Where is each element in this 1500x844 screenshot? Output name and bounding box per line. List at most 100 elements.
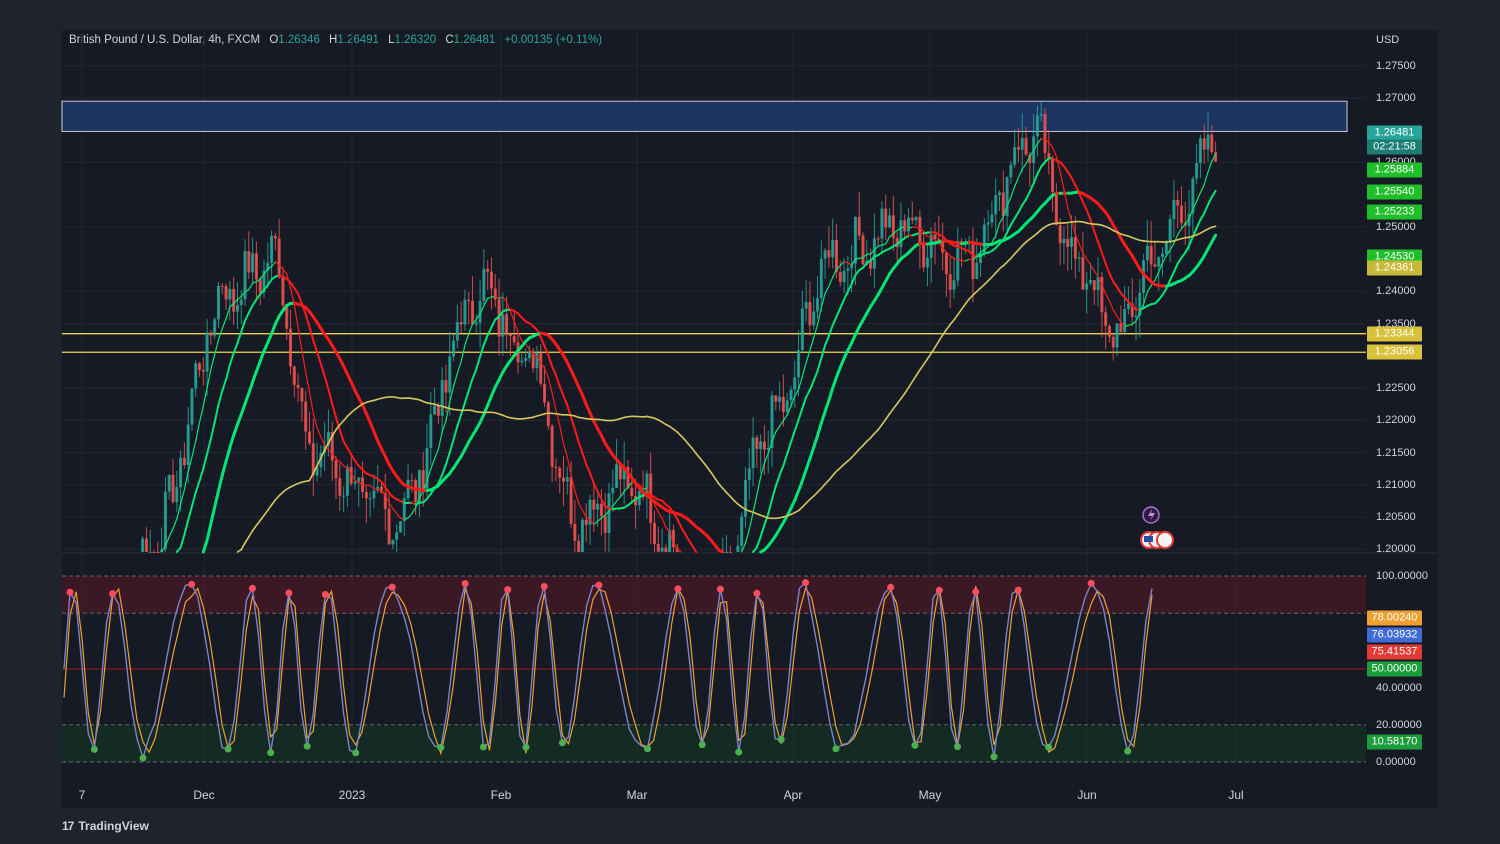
candle-body [417,470,421,502]
candle-body [588,499,592,525]
candle-body [1013,147,1017,165]
ma-fast-segment [1207,160,1213,173]
ma-fast-segment [1120,321,1126,328]
lightning-bolt-icon [1148,509,1155,521]
ma-long-segment [320,449,326,459]
candle-body [554,466,558,469]
candle-body [785,400,789,412]
candle-body [781,396,785,412]
ma-long-segment [930,346,936,355]
ma-fast-segment [217,328,223,341]
ma-fast-segment [1165,249,1171,257]
candle-body [471,300,475,325]
ma-fast-segment [627,481,633,489]
oscillator-peak-dot [716,585,724,593]
ma-fast-segment [1146,285,1152,293]
ma-long-segment [945,323,952,331]
ma-medium-segment [1032,173,1039,185]
close-value: 1.26481 [453,34,496,46]
candle-body [474,322,478,325]
ma-fast-segment [471,318,477,325]
candle-body [1153,264,1157,267]
oscillator-tick-label: 20.00000 [1376,718,1422,731]
ma-long-segment [244,536,250,544]
ma-medium-segment [1108,272,1115,283]
ma-slow-segment [216,473,224,493]
ma-fast-segment [782,414,788,422]
ma-long-segment [964,298,970,305]
ma-medium-segment [577,441,584,454]
ma-fast-segment [1067,207,1073,221]
candle-body [1070,237,1074,247]
ma-long-segment [680,434,686,441]
candle-body [546,402,550,426]
candle-body [368,498,372,500]
tradingview-branding[interactable]: 17 TradingView [62,819,149,833]
ma-medium-segment [786,441,792,455]
ma-long-segment [1036,228,1042,234]
oscillator-peak-dot [1014,586,1022,594]
ma-long-segment [251,524,258,532]
ma-slow-segment [797,479,804,493]
candle-body [743,480,747,517]
ma-long-segment [968,294,974,300]
ma-slow-segment [580,393,588,406]
ma-medium-segment [1100,251,1107,265]
ma-long-segment [850,452,857,459]
ma-long-segment [941,328,948,336]
ma-fast-segment [1017,168,1023,179]
candle-body [1157,257,1161,267]
ma-medium-segment [808,379,815,391]
ma-medium-segment [759,523,766,538]
price-tick-label: 1.22500 [1376,382,1416,395]
candle-body [194,363,198,389]
symbol-title[interactable]: British Pound / U.S. Dollar, 4h, FXCM [69,34,261,46]
ma-slow-segment [361,403,368,416]
candle-body [956,241,960,281]
ma-medium-segment [308,326,315,342]
candle-body [478,301,482,323]
oscillator-peak-dot [504,586,512,594]
ma-fast-segment [1211,153,1217,163]
ma-fast-segment [1184,217,1190,225]
candle-body [842,270,846,283]
ma-medium-segment [812,370,819,382]
ma-long-segment [725,491,732,498]
oscillator-trough-dot [522,743,530,751]
ma-fast-segment [187,456,193,473]
ma-fast-segment [331,453,337,460]
candle-body [903,220,907,232]
candle-body [558,468,562,478]
candle-body [1088,280,1092,284]
ma-fast-segment [555,409,561,426]
ma-medium-segment [592,482,599,493]
candle-body [1164,242,1168,254]
candle-body [838,271,842,283]
oscillator-tick-label: 0.00000 [1376,756,1416,768]
ma-fast-segment [487,296,493,300]
price-tag: 1.25540 [1367,184,1422,200]
ma-medium-segment [1062,165,1069,173]
ma-long-segment [900,392,906,400]
ma-long-segment [907,380,914,389]
ma-long-segment [831,470,838,477]
ma-fast-segment [411,507,417,515]
ma-medium-segment [247,304,254,314]
price-tag: 1.24361 [1367,260,1422,276]
ma-fast-segment [953,258,959,261]
time-tick-label: Jul [1228,788,1244,802]
ma-medium-segment [778,464,785,477]
candle-body [190,388,194,425]
ma-long-segment [263,509,269,517]
ma-medium-segment [835,307,842,318]
candle-body [592,499,596,510]
ma-fast-segment [282,268,288,275]
ma-medium-segment [482,334,489,346]
candle-body [990,214,994,223]
candle-body [816,298,820,312]
ma-fast-segment [259,273,265,280]
ma-long-segment [282,488,288,493]
us-flag-canton-icon [1144,536,1153,542]
ma-fast-segment [517,331,523,342]
